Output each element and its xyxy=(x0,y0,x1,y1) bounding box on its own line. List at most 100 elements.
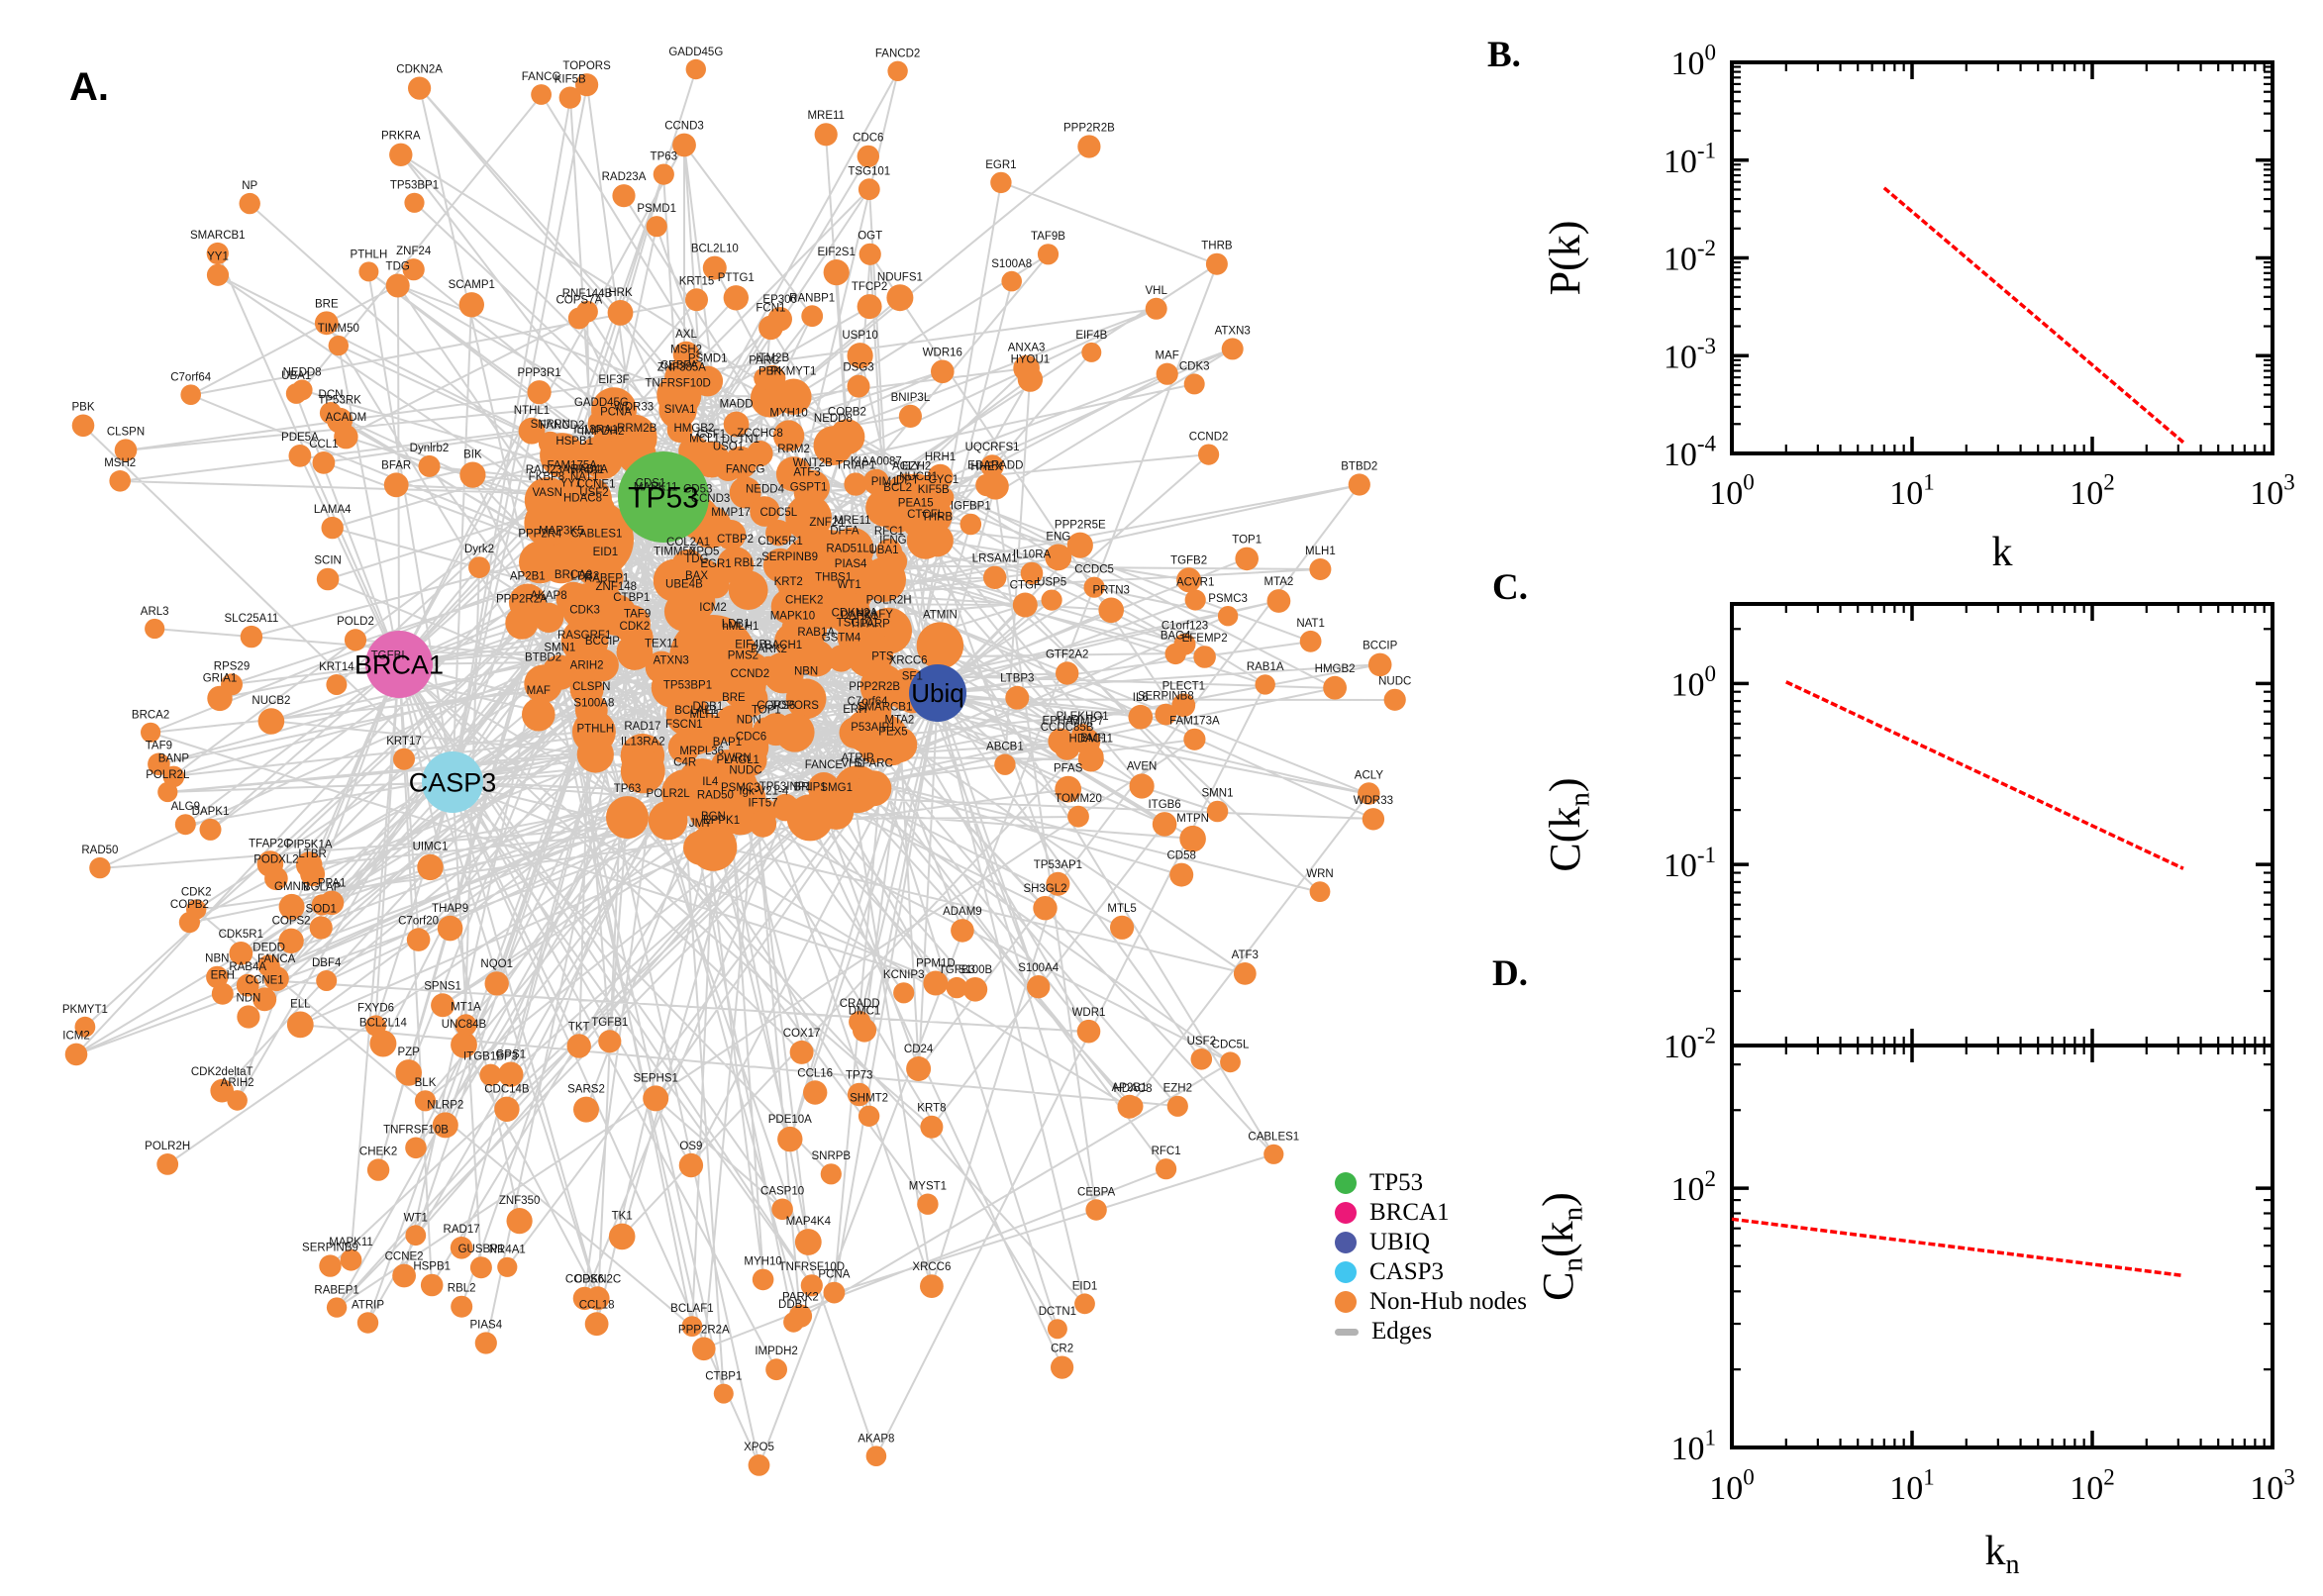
svg-text:ACLY: ACLY xyxy=(892,461,922,473)
x-tick-label: 100 xyxy=(1709,470,1755,512)
svg-text:EIF3F: EIF3F xyxy=(598,374,629,386)
svg-text:TOP1: TOP1 xyxy=(1232,535,1262,547)
x-tick-label: 101 xyxy=(1889,1465,1935,1507)
svg-text:MCL1: MCL1 xyxy=(689,433,720,445)
svg-text:THRB: THRB xyxy=(1201,241,1233,252)
svg-text:NDN: NDN xyxy=(737,715,761,727)
svg-text:CDK2deltaT: CDK2deltaT xyxy=(191,1066,253,1078)
svg-text:TGFBI: TGFBI xyxy=(371,650,405,662)
svg-text:RAB4A: RAB4A xyxy=(229,961,266,973)
svg-text:XPO5: XPO5 xyxy=(744,1442,774,1453)
hub-node-casp3 xyxy=(422,751,483,813)
svg-text:DAPK1: DAPK1 xyxy=(841,610,878,622)
svg-text:TIMM50: TIMM50 xyxy=(318,323,359,335)
legend-item-tp53: TP53 xyxy=(1335,1168,1527,1198)
svg-text:CCND2: CCND2 xyxy=(730,668,769,680)
svg-text:YY1: YY1 xyxy=(560,478,582,490)
svg-text:ATF3: ATF3 xyxy=(793,467,820,479)
svg-text:MYH10: MYH10 xyxy=(769,407,807,419)
svg-text:EID1: EID1 xyxy=(1072,1280,1098,1292)
y-tick-label: 10-4 xyxy=(1664,432,1717,473)
svg-text:MYST1: MYST1 xyxy=(909,1181,947,1193)
svg-text:MLH1: MLH1 xyxy=(1305,546,1336,557)
svg-text:LAMA4: LAMA4 xyxy=(314,504,352,516)
svg-text:SARS2: SARS2 xyxy=(567,1084,605,1096)
svg-text:EP300: EP300 xyxy=(762,294,797,306)
legend-item-non-hub-nodes: Non-Hub nodes xyxy=(1335,1287,1527,1317)
svg-text:GUSBP1: GUSBP1 xyxy=(458,1244,505,1255)
svg-text:EID1: EID1 xyxy=(593,547,619,558)
hub-node-ubiq xyxy=(909,664,966,722)
svg-text:UBA1: UBA1 xyxy=(868,545,898,556)
svg-text:RNF144B: RNF144B xyxy=(562,288,613,300)
svg-text:RFC1: RFC1 xyxy=(1152,1146,1181,1157)
svg-text:S100A8: S100A8 xyxy=(573,697,614,709)
x-tick-label: 103 xyxy=(2250,1465,2295,1507)
hub-label-brca1: BRCA1 xyxy=(354,649,444,679)
svg-text:SMN1: SMN1 xyxy=(544,643,575,654)
edge-swatch-icon xyxy=(1335,1328,1359,1336)
svg-text:SMARCB1: SMARCB1 xyxy=(190,230,246,242)
network-graph: ZNF24 USF2 ICM2 CDC6 C7orf64 S100A8 COPS6 BCCIP… xyxy=(62,47,1411,1476)
svg-text:TOP1: TOP1 xyxy=(752,704,781,716)
svg-text:NDN: NDN xyxy=(236,992,260,1004)
svg-text:GMNN: GMNN xyxy=(274,881,309,893)
hub-label-ubiq: Ubiq xyxy=(911,678,963,708)
svg-text:BANP: BANP xyxy=(158,753,190,765)
svg-text:ICM2: ICM2 xyxy=(62,1031,89,1043)
svg-text:WT1: WT1 xyxy=(838,579,861,591)
svg-text:SMG1: SMG1 xyxy=(820,782,853,794)
svg-text:CYC1: CYC1 xyxy=(928,474,959,486)
axis-ticks xyxy=(1730,1046,2274,1449)
svg-text:TOPORS: TOPORS xyxy=(771,700,820,712)
svg-text:PIP5K1A: PIP5K1A xyxy=(286,839,333,850)
svg-text:UBA1: UBA1 xyxy=(281,370,311,382)
svg-text:BCLAF1: BCLAF1 xyxy=(674,705,717,717)
svg-text:TDG: TDG xyxy=(684,553,708,565)
svg-text:PPP2R2B: PPP2R2B xyxy=(849,681,900,693)
svg-text:MYH10: MYH10 xyxy=(744,1256,781,1268)
svg-text:BRE: BRE xyxy=(722,692,746,704)
svg-text:RABEP1: RABEP1 xyxy=(314,1284,358,1296)
svg-text:CTGF: CTGF xyxy=(1010,580,1041,592)
svg-text:MT1A: MT1A xyxy=(451,1001,481,1013)
svg-text:PKMYT1: PKMYT1 xyxy=(62,1004,108,1016)
svg-text:TK1: TK1 xyxy=(612,1211,633,1223)
hub-nodes xyxy=(365,451,966,813)
svg-text:PSMD1: PSMD1 xyxy=(688,353,728,365)
svg-text:ATF3: ATF3 xyxy=(1232,949,1259,961)
x-axis-title: k xyxy=(1992,530,2013,575)
svg-text:VASN: VASN xyxy=(532,487,561,499)
node-swatch-icon xyxy=(1335,1291,1357,1313)
svg-text:SCAMP1: SCAMP1 xyxy=(449,279,495,291)
svg-text:CTBP1: CTBP1 xyxy=(613,592,650,604)
svg-text:SCIN: SCIN xyxy=(314,555,341,567)
svg-text:WNT2B: WNT2B xyxy=(793,457,834,469)
network-legend: TP53 BRCA1 UBIQ CASP3 Non-Hub nodes Edges xyxy=(1335,1168,1527,1347)
svg-text:PSMD1: PSMD1 xyxy=(637,203,676,215)
svg-text:CDK2: CDK2 xyxy=(620,621,651,633)
svg-text:TEX11: TEX11 xyxy=(645,639,678,650)
svg-text:ICM2: ICM2 xyxy=(699,602,726,614)
svg-text:KRT17: KRT17 xyxy=(386,736,422,748)
svg-text:ZCCHC8: ZCCHC8 xyxy=(737,428,783,440)
svg-text:RFC1: RFC1 xyxy=(874,526,904,538)
svg-text:GRIA1: GRIA1 xyxy=(203,673,238,685)
svg-text:AXL: AXL xyxy=(675,329,697,341)
y-tick-label: 10-3 xyxy=(1664,334,1716,375)
x-tick-label: 102 xyxy=(2070,1465,2115,1507)
svg-text:BCCIP: BCCIP xyxy=(1363,641,1397,652)
svg-text:KCNIP3: KCNIP3 xyxy=(883,969,925,981)
svg-text:RAD23A: RAD23A xyxy=(602,171,647,183)
svg-text:USP5: USP5 xyxy=(1037,576,1066,588)
svg-text:YY1: YY1 xyxy=(207,251,229,263)
svg-text:COPS6: COPS6 xyxy=(757,700,795,712)
svg-text:PKMYT1: PKMYT1 xyxy=(770,366,816,378)
svg-text:POLR2L: POLR2L xyxy=(647,788,691,800)
svg-text:ERH: ERH xyxy=(211,970,235,982)
svg-text:MAP4K4: MAP4K4 xyxy=(786,1216,832,1228)
x-tick-label: 102 xyxy=(2070,470,2115,512)
svg-text:KRT14: KRT14 xyxy=(319,661,354,673)
hub-node-tp53 xyxy=(618,451,709,543)
svg-text:BRE: BRE xyxy=(315,298,339,310)
